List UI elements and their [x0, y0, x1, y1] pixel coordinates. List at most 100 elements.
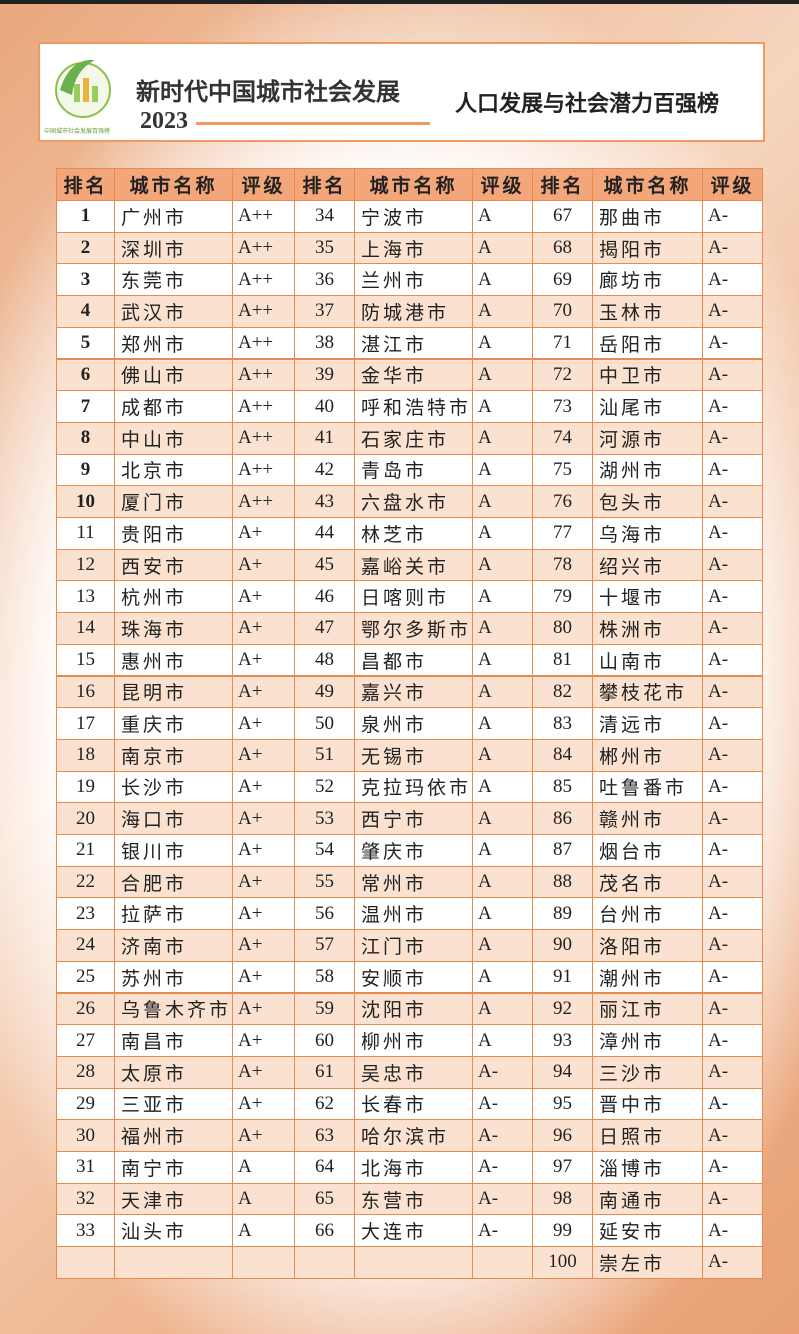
city-name: 玉林市 [592, 295, 703, 328]
grade-header: 评级 [702, 168, 763, 201]
rank: 38 [294, 326, 355, 360]
city-name: 柳州市 [354, 1024, 473, 1057]
grade: A [472, 453, 533, 487]
rank: 71 [532, 326, 593, 360]
city-name: 漳州市 [592, 1024, 703, 1057]
grade-header: 评级 [232, 168, 295, 201]
rank: 45 [294, 548, 355, 582]
rank: 83 [532, 707, 593, 740]
city-name: 洛阳市 [592, 929, 703, 962]
city-name: 海口市 [114, 802, 233, 835]
rank: 18 [56, 738, 115, 772]
grade: A- [702, 992, 763, 1026]
grade: A- [702, 738, 763, 772]
rank: 99 [532, 1214, 593, 1248]
rank: 1 [56, 200, 115, 233]
rank: 66 [294, 1214, 355, 1248]
grade: A- [702, 453, 763, 487]
rank: 11 [56, 517, 115, 550]
city-name: 三沙市 [592, 1055, 703, 1089]
rank: 98 [532, 1182, 593, 1216]
city-name: 吐鲁番市 [592, 770, 703, 804]
city-name: 嘉兴市 [354, 675, 473, 709]
grade: A- [702, 200, 763, 233]
city-name: 呼和浩特市 [354, 390, 473, 423]
rank: 39 [294, 358, 355, 392]
grade: A [472, 960, 533, 994]
top-bar [0, 0, 799, 4]
rank: 49 [294, 675, 355, 709]
grade: A [472, 675, 533, 709]
grade: A [472, 707, 533, 740]
city-name: 株洲市 [592, 612, 703, 645]
grade: A [472, 929, 533, 962]
rank: 85 [532, 770, 593, 804]
grade: A [472, 231, 533, 265]
city-name: 成都市 [114, 390, 233, 423]
rank: 65 [294, 1182, 355, 1216]
rank: 33 [56, 1214, 115, 1248]
city-name: 银川市 [114, 834, 233, 867]
city-name: 常州市 [354, 865, 473, 899]
rank: 63 [294, 1119, 355, 1152]
city-name: 汕头市 [114, 1214, 233, 1248]
rank: 57 [294, 929, 355, 962]
grade: A- [702, 1246, 763, 1279]
grade: A [472, 643, 533, 677]
grade: A+ [232, 834, 295, 867]
grade: A++ [232, 421, 295, 455]
grade: A- [702, 802, 763, 835]
rank: 7 [56, 390, 115, 423]
rank: 4 [56, 295, 115, 328]
rank: 53 [294, 802, 355, 835]
rank: 16 [56, 675, 115, 709]
grade: A++ [232, 263, 295, 297]
rank: 89 [532, 897, 593, 931]
city-name: 南昌市 [114, 1024, 233, 1057]
city-name: 赣州市 [592, 802, 703, 835]
rank: 2 [56, 231, 115, 265]
grade: A+ [232, 960, 295, 994]
rank: 41 [294, 421, 355, 455]
city-name: 天津市 [114, 1182, 233, 1216]
rank-header: 排名 [56, 168, 115, 201]
grade: A- [702, 485, 763, 518]
grade: A [472, 580, 533, 614]
rank: 44 [294, 517, 355, 550]
grade: A++ [232, 453, 295, 487]
city-name: 武汉市 [114, 295, 233, 328]
grade: A+ [232, 802, 295, 835]
grade: A [472, 390, 533, 423]
city-name: 温州市 [354, 897, 473, 931]
grade: A [232, 1151, 295, 1184]
grade: A- [702, 1055, 763, 1089]
rank: 81 [532, 643, 593, 677]
city-name: 中卫市 [592, 358, 703, 392]
rank-header: 排名 [532, 168, 593, 201]
city-name: 东营市 [354, 1182, 473, 1216]
city-name: 太原市 [114, 1055, 233, 1089]
rank: 5 [56, 326, 115, 360]
grade: A- [702, 1119, 763, 1152]
rank: 42 [294, 453, 355, 487]
rank: 76 [532, 485, 593, 518]
rank: 8 [56, 421, 115, 455]
rank: 30 [56, 1119, 115, 1152]
grade: A++ [232, 200, 295, 233]
grade: A+ [232, 929, 295, 962]
header-box [38, 42, 765, 142]
city-name: 宁波市 [354, 200, 473, 233]
grade: A [472, 200, 533, 233]
rank: 52 [294, 770, 355, 804]
rank: 25 [56, 960, 115, 994]
city-name: 乌鲁木齐市 [114, 992, 233, 1026]
city-name: 岳阳市 [592, 326, 703, 360]
grade: A- [702, 897, 763, 931]
city-name: 重庆市 [114, 707, 233, 740]
rank: 80 [532, 612, 593, 645]
rank: 27 [56, 1024, 115, 1057]
rank: 17 [56, 707, 115, 740]
rank: 24 [56, 929, 115, 962]
city-name: 昌都市 [354, 643, 473, 677]
